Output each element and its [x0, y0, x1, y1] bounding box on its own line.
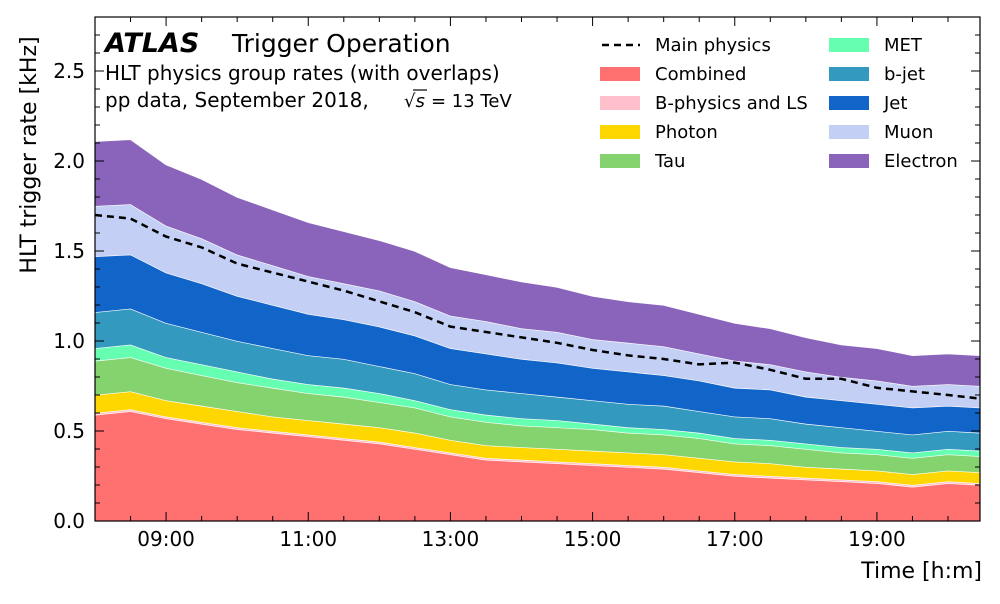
legend-label: B-physics and LS	[655, 93, 808, 114]
legend-label: Main physics	[655, 35, 771, 56]
x-axis-label: Time [h:m]	[860, 559, 982, 584]
legend-label: Jet	[883, 93, 907, 114]
legend-item-jet: Jet	[829, 93, 907, 114]
x-tick-label: 13:00	[422, 527, 480, 551]
y-tick-label: 0.0	[53, 509, 85, 533]
legend-item-tau: Tau	[600, 151, 685, 172]
legend-item-b-physics-and-ls: B-physics and LS	[600, 93, 808, 114]
legend-item-muon: Muon	[829, 122, 933, 143]
legend-label: Photon	[655, 122, 718, 143]
legend-swatch	[600, 67, 640, 81]
x-tick-label: 11:00	[279, 527, 337, 551]
legend-item-combined: Combined	[600, 64, 746, 85]
chart-text: ATLAS Trigger Operation HLT physics grou…	[17, 28, 982, 584]
y-tick-label: 0.5	[53, 419, 85, 443]
legend-label: MET	[884, 35, 923, 56]
experiment-label: ATLAS	[103, 28, 199, 59]
x-tick-label: 15:00	[564, 527, 622, 551]
legend-item-main-physics: Main physics	[602, 35, 771, 56]
area-b-jet	[95, 308, 980, 453]
y-tick-label: 2.5	[53, 59, 85, 83]
legend-label: Muon	[884, 122, 933, 143]
legend-item-electron: Electron	[829, 151, 958, 172]
legend-label: b-jet	[884, 64, 925, 85]
legend-label: Tau	[654, 151, 685, 172]
chart-title: Trigger Operation	[231, 29, 451, 58]
x-tick-label: 17:00	[706, 527, 764, 551]
legend-item-photon: Photon	[600, 122, 718, 143]
main-physics-line-group	[94, 213, 981, 400]
legend-swatch	[600, 125, 640, 139]
area-photon	[95, 391, 980, 485]
axes: 0.0 0.5 1.0 1.5 2.0 2.5 09:00 11:00 13:00 15:00 17…	[53, 16, 981, 551]
series-areas	[94, 138, 981, 521]
legend-swatch	[829, 96, 869, 110]
area-combined	[95, 411, 980, 521]
legend-swatch	[829, 125, 869, 139]
chart-subtitle-1: HLT physics group rates (with overlaps)	[105, 61, 500, 85]
legend-label: Combined	[655, 64, 746, 85]
legend-item-b-jet: b-jet	[829, 64, 925, 85]
main-physics-line	[94, 213, 981, 400]
chart-subtitle-energy: = 13 TeV	[431, 91, 512, 112]
area-electron	[95, 139, 980, 386]
area-edge-electron	[94, 138, 981, 357]
legend-swatch	[829, 67, 869, 81]
y-tick-label: 1.0	[53, 329, 85, 353]
legend-swatch	[600, 96, 640, 110]
y-tick-label: 2.0	[53, 149, 85, 173]
legend-label: Electron	[884, 151, 958, 172]
legend: Main physics Combined B-physics and LS Phot…	[600, 35, 958, 172]
sqrt-s-symbol: √s	[404, 91, 425, 112]
chart-subtitle-2: pp data, September 2018,	[105, 88, 369, 112]
area-muon	[95, 204, 980, 408]
y-axis-label: HLT trigger rate [kHz]	[17, 36, 42, 273]
legend-swatch	[600, 154, 640, 168]
legend-item-met: MET	[829, 35, 923, 56]
y-tick-label: 1.5	[53, 239, 85, 263]
x-tick-label: 09:00	[137, 527, 195, 551]
x-tick-label: 19:00	[848, 527, 906, 551]
legend-swatch	[829, 154, 869, 168]
legend-swatch	[829, 38, 869, 52]
